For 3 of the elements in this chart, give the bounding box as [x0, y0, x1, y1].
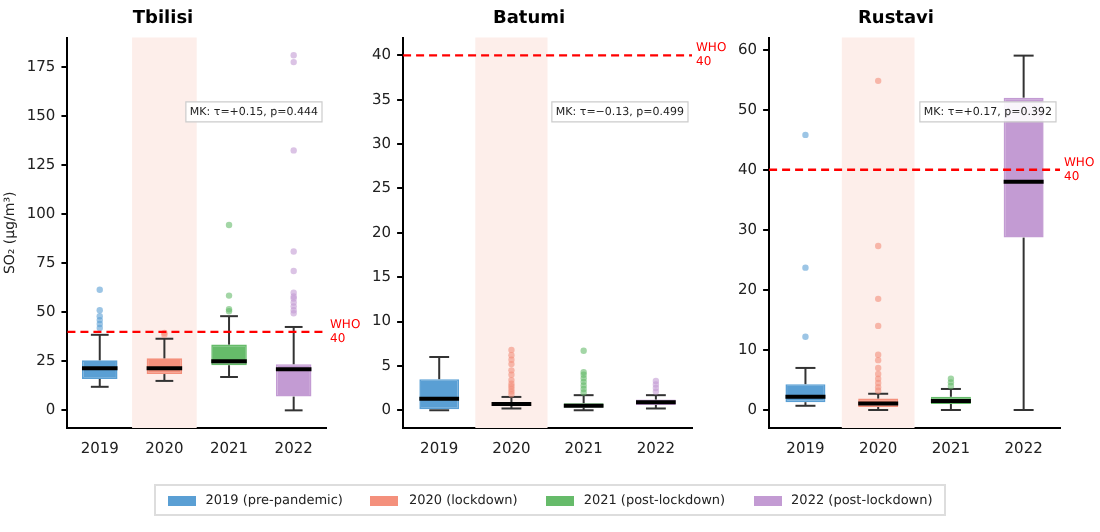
chart-title: Batumi	[492, 9, 566, 30]
chart-title: Rustavi	[857, 9, 935, 30]
chart-title: Tbilisi	[132, 9, 194, 30]
